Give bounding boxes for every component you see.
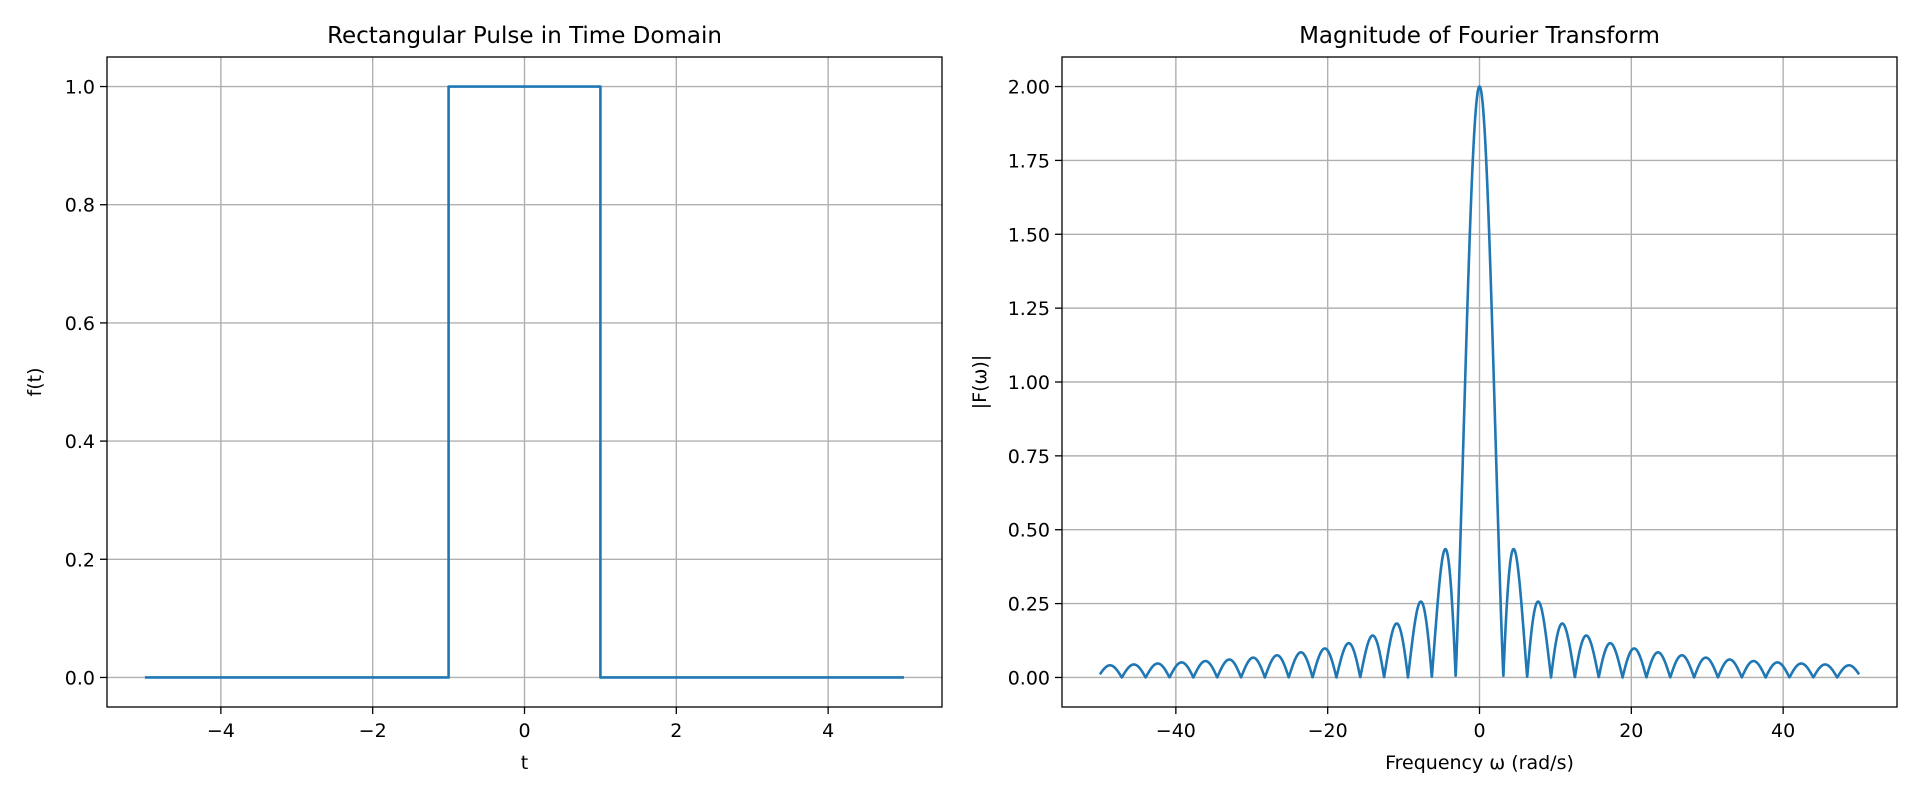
- x-tick-label: 0: [1473, 720, 1485, 742]
- x-tick-label: 0: [518, 720, 530, 742]
- chart-title: Magnitude of Fourier Transform: [1299, 23, 1660, 49]
- x-tick-label: −20: [1308, 720, 1348, 742]
- x-tick-label: 40: [1771, 720, 1795, 742]
- x-axis-label: t: [521, 752, 528, 774]
- grid: [1062, 57, 1897, 707]
- x-tick-label: −2: [359, 720, 387, 742]
- x-axis-label: Frequency ω (rad/s): [1385, 752, 1574, 774]
- x-tick-label: −4: [207, 720, 235, 742]
- y-tick-label: 1.0: [65, 77, 95, 99]
- y-tick-label: 0.6: [65, 313, 95, 335]
- x-tick-label: 4: [822, 720, 834, 742]
- y-tick-label: 1.00: [1008, 372, 1050, 394]
- y-tick-label: 1.75: [1008, 150, 1050, 172]
- x-tick-label: −40: [1156, 720, 1196, 742]
- y-axis-label: f(t): [24, 368, 46, 397]
- y-tick-label: 0.8: [65, 195, 95, 217]
- y-tick-label: 0.2: [65, 549, 95, 571]
- x-tick-label: 20: [1619, 720, 1643, 742]
- x-tick-label: 2: [670, 720, 682, 742]
- y-axis-label: |F(ω)|: [969, 355, 991, 409]
- y-tick-label: 0.4: [65, 431, 95, 453]
- y-tick-label: 0.75: [1008, 446, 1050, 468]
- y-tick-label: 0.25: [1008, 594, 1050, 616]
- y-tick-label: 0.0: [65, 667, 95, 689]
- series-line-0: [144, 85, 905, 679]
- chart-time-domain: Rectangular Pulse in Time Domain t f(t) …: [24, 23, 943, 774]
- series-line-0: [1098, 85, 1861, 679]
- chart-fourier-magnitude: Magnitude of Fourier Transform Frequency…: [969, 23, 1898, 774]
- y-tick-label: 0.50: [1008, 520, 1050, 542]
- y-tick-label: 1.25: [1008, 298, 1050, 320]
- grid: [107, 57, 942, 707]
- y-tick-label: 2.00: [1008, 77, 1050, 99]
- chart-title: Rectangular Pulse in Time Domain: [327, 23, 722, 49]
- y-tick-label: 0.00: [1008, 667, 1050, 689]
- y-tick-label: 1.50: [1008, 224, 1050, 246]
